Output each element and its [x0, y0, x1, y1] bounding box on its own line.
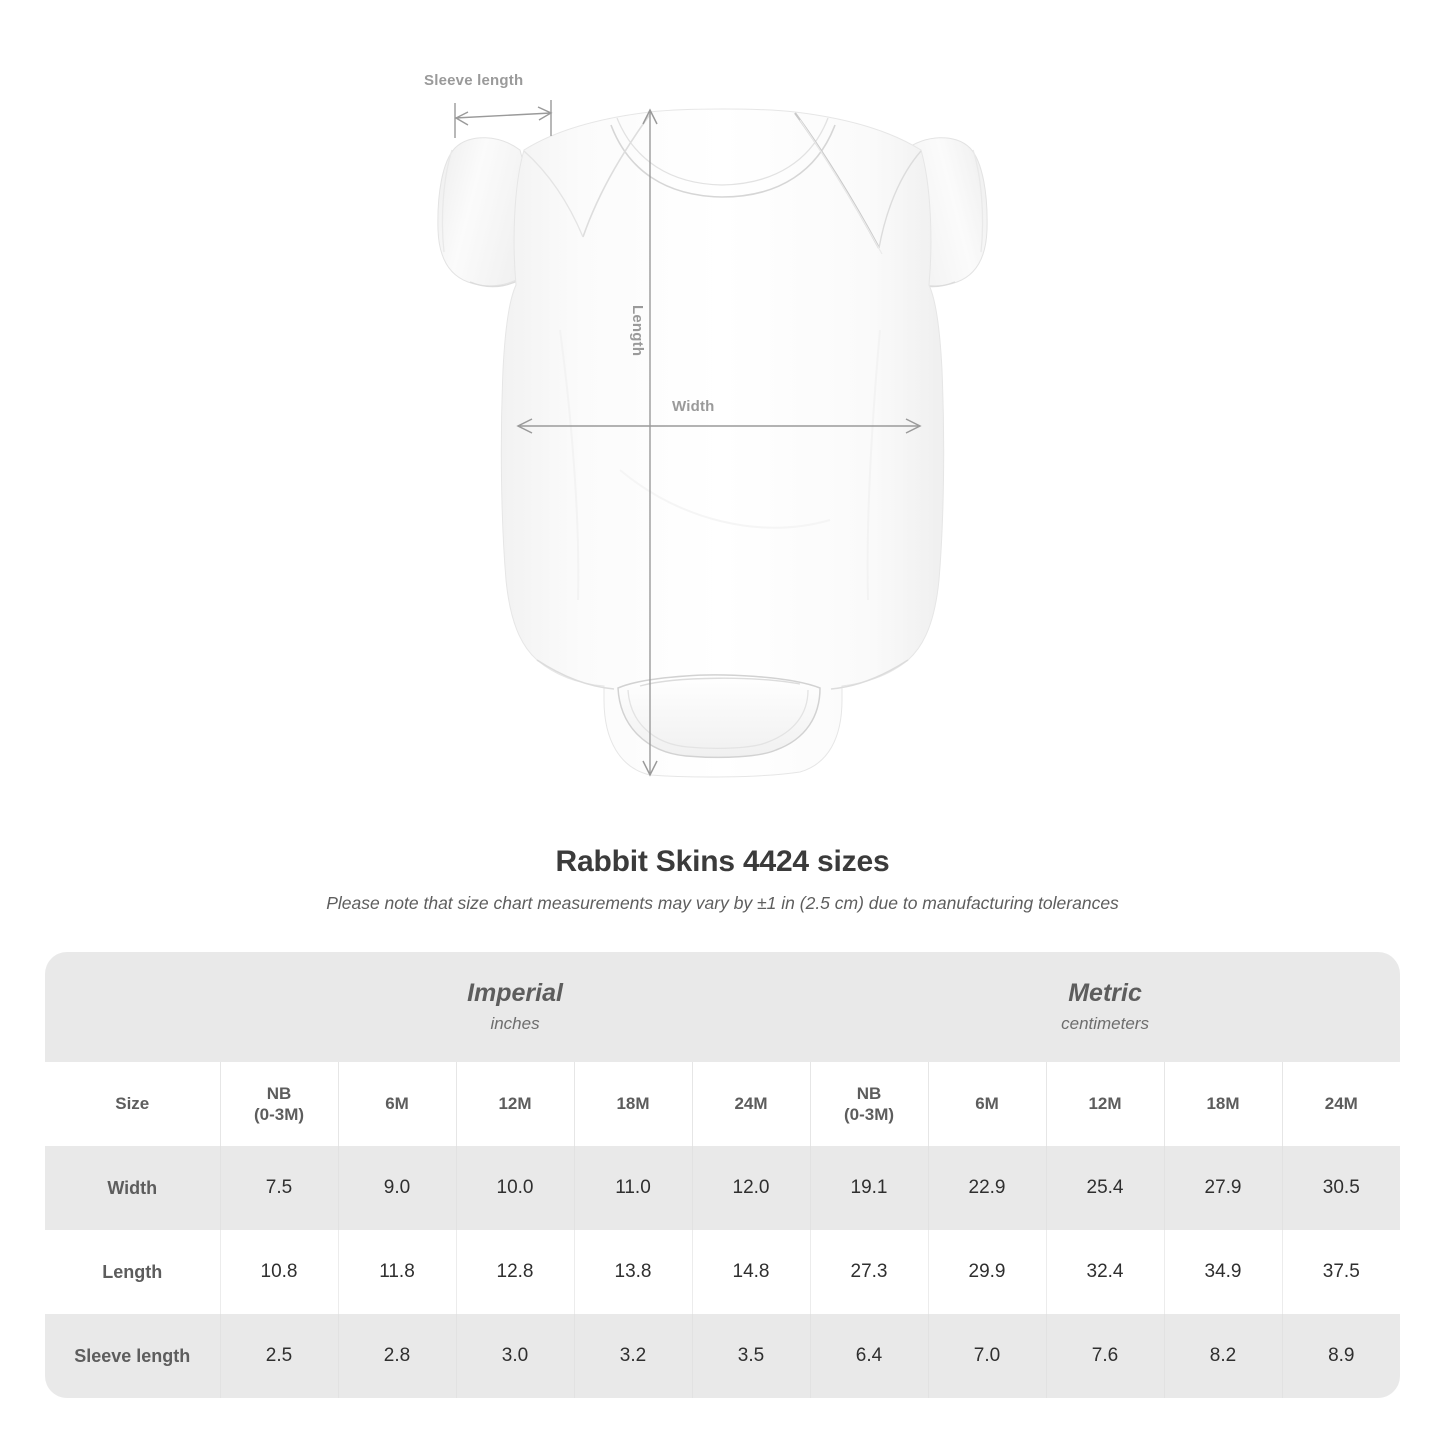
cell-length-metric-12m: 32.4	[1046, 1230, 1165, 1314]
row-label-length: Length	[45, 1230, 221, 1314]
column-header-nb-line1: NB	[266, 1083, 292, 1103]
title-block: Rabbit Skins 4424 sizes Please note that…	[0, 845, 1445, 914]
unit-group-metric: Metric centimeters	[810, 952, 1401, 1062]
cell-length-imperial-18m: 13.8	[574, 1230, 693, 1314]
width-arrowhead-right	[905, 418, 922, 434]
cell-sleeve-metric-6m: 7.0	[928, 1314, 1047, 1398]
column-header-nb-line2: (0-3M)	[843, 1105, 895, 1124]
sleeve-arrowhead-right	[537, 106, 553, 121]
page-title: Rabbit Skins 4424 sizes	[555, 845, 890, 878]
length-arrowhead-bottom	[642, 760, 658, 777]
cell-sleeve-imperial-24m: 3.5	[692, 1314, 811, 1398]
unit-band-spacer	[45, 952, 220, 1062]
column-header-nb-line2: (0-3M)	[253, 1105, 305, 1124]
dimension-lines	[454, 100, 922, 777]
table-row: Width 7.5 9.0 10.0 11.0 12.0 19.1 22.9 2…	[45, 1146, 1401, 1230]
unit-group-imperial-name: Imperial	[467, 978, 563, 1007]
unit-group-metric-name: Metric	[1068, 978, 1142, 1007]
cell-width-metric-12m: 25.4	[1046, 1146, 1165, 1230]
unit-group-row: Imperial inches Metric centimeters	[45, 952, 1401, 1062]
cell-width-imperial-24m: 12.0	[692, 1146, 811, 1230]
cell-length-metric-6m: 29.9	[928, 1230, 1047, 1314]
table-corner-label: Size	[45, 1062, 221, 1146]
column-header-metric-6m: 6M	[928, 1062, 1047, 1146]
cell-length-metric-24m: 37.5	[1282, 1230, 1401, 1314]
column-header-metric-18m: 18M	[1164, 1062, 1283, 1146]
tolerance-note: Please note that size chart measurements…	[326, 893, 1119, 913]
cell-length-metric-nb: 27.3	[810, 1230, 929, 1314]
column-header-metric-nb: NB (0-3M)	[810, 1062, 929, 1146]
cell-length-imperial-12m: 12.8	[456, 1230, 575, 1314]
cell-width-metric-6m: 22.9	[928, 1146, 1047, 1230]
bodysuit-diagram	[437, 100, 988, 778]
bodysuit-body	[500, 108, 945, 778]
cell-sleeve-imperial-12m: 3.0	[456, 1314, 575, 1398]
column-header-imperial-24m: 24M	[692, 1062, 811, 1146]
column-header-nb-line1: NB	[856, 1083, 882, 1103]
cell-width-imperial-12m: 10.0	[456, 1146, 575, 1230]
size-chart-table: Imperial inches Metric centimeters Size …	[45, 952, 1401, 1398]
cell-sleeve-imperial-6m: 2.8	[338, 1314, 457, 1398]
column-header-imperial-12m: 12M	[456, 1062, 575, 1146]
column-header-metric-12m: 12M	[1046, 1062, 1165, 1146]
cell-width-metric-24m: 30.5	[1282, 1146, 1401, 1230]
table-row: Sleeve length 2.5 2.8 3.0 3.2 3.5 6.4 7.…	[45, 1314, 1401, 1398]
cell-length-metric-18m: 34.9	[1164, 1230, 1283, 1314]
cell-sleeve-metric-nb: 6.4	[810, 1314, 929, 1398]
column-header-imperial-18m: 18M	[574, 1062, 693, 1146]
cell-sleeve-imperial-nb: 2.5	[220, 1314, 339, 1398]
cell-width-metric-nb: 19.1	[810, 1146, 929, 1230]
cell-sleeve-metric-18m: 8.2	[1164, 1314, 1283, 1398]
unit-group-imperial: Imperial inches	[220, 952, 811, 1062]
cell-sleeve-metric-24m: 8.9	[1282, 1314, 1401, 1398]
unit-group-imperial-sub: inches	[490, 1014, 540, 1034]
cell-length-imperial-nb: 10.8	[220, 1230, 339, 1314]
cell-length-imperial-24m: 14.8	[692, 1230, 811, 1314]
column-header-row: Size NB (0-3M) 6M 12M 18M 24M NB (0-3M) …	[45, 1062, 1401, 1146]
unit-group-metric-sub: centimeters	[1061, 1014, 1149, 1034]
row-label-sleeve-length: Sleeve length	[45, 1314, 221, 1398]
cell-sleeve-metric-12m: 7.6	[1046, 1314, 1165, 1398]
sleeve-arrowhead-left	[454, 111, 469, 126]
sleeve-length-dimension-label: Sleeve length	[424, 72, 524, 89]
cell-width-imperial-nb: 7.5	[220, 1146, 339, 1230]
length-dimension-label: Length	[629, 305, 646, 357]
column-header-imperial-nb: NB (0-3M)	[220, 1062, 339, 1146]
sleeve-dimension-line	[454, 112, 552, 119]
cell-width-imperial-18m: 11.0	[574, 1146, 693, 1230]
cell-length-imperial-6m: 11.8	[338, 1230, 457, 1314]
length-arrowhead-top	[642, 108, 658, 125]
width-dimension-label: Width	[672, 398, 715, 415]
garment-illustration: Sleeve length Width Length	[424, 72, 988, 778]
cell-width-imperial-6m: 9.0	[338, 1146, 457, 1230]
column-header-imperial-6m: 6M	[338, 1062, 457, 1146]
width-arrowhead-left	[516, 418, 533, 434]
cell-width-metric-18m: 27.9	[1164, 1146, 1283, 1230]
cell-sleeve-imperial-18m: 3.2	[574, 1314, 693, 1398]
table-row: Length 10.8 11.8 12.8 13.8 14.8 27.3 29.…	[45, 1230, 1401, 1314]
column-header-metric-24m: 24M	[1282, 1062, 1401, 1146]
row-label-width: Width	[45, 1146, 221, 1230]
